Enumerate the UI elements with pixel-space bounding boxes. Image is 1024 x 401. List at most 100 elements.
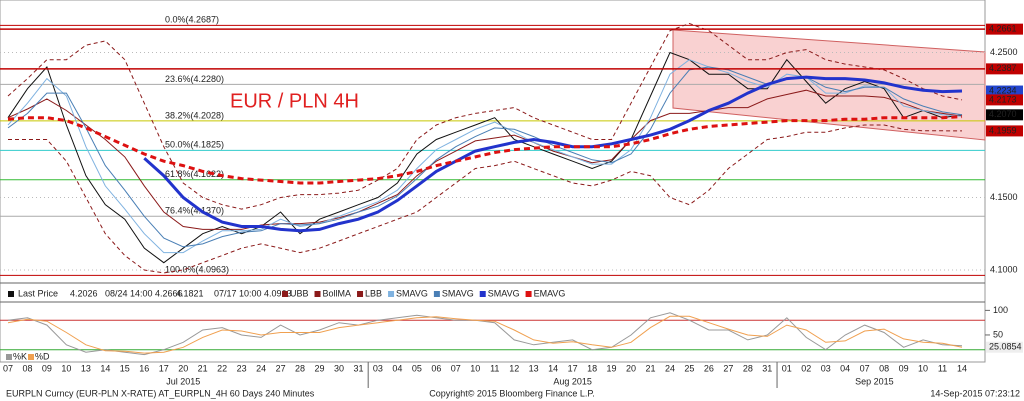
x-tick-label: 16	[139, 363, 149, 373]
x-tick-label: 09	[899, 363, 909, 373]
x-tick-label: 04	[392, 363, 402, 373]
legend-stat: 08/24 14:00 4.2666	[105, 288, 183, 298]
legend-stat: 4.1821	[176, 288, 204, 298]
x-tick-label: 31	[762, 363, 772, 373]
x-tick-label: 10	[470, 363, 480, 373]
price-tag-label: 4.1959	[989, 125, 1017, 135]
x-tick-label: 21	[645, 363, 655, 373]
legend-label: UBB	[290, 288, 309, 298]
x-tick-label: 19	[607, 363, 617, 373]
legend-stat: 07/17 10:00 4.0963	[214, 288, 292, 298]
y-tick-label: 100	[993, 305, 1008, 315]
price-tag	[986, 23, 1023, 35]
legend-swatch	[8, 291, 14, 297]
legend-swatch	[357, 291, 364, 297]
price-tag	[986, 85, 1023, 97]
x-tick-label: 22	[217, 363, 227, 373]
price-tag-label: 4.2387	[989, 63, 1017, 73]
x-tick-label: 10	[918, 363, 928, 373]
legend-stat: 4.2026	[70, 288, 98, 298]
month-label: Sep 2015	[855, 376, 894, 386]
x-tick-label: 14	[957, 363, 967, 373]
price-line	[143, 75, 963, 233]
fib-label: 38.2%(4.2028)	[165, 110, 224, 120]
x-tick-label: 30	[334, 363, 344, 373]
value-tag-label: 25.0854	[989, 342, 1022, 352]
x-tick-label: 11	[490, 363, 499, 373]
legend-label: %K	[13, 351, 27, 361]
legend-swatch	[479, 291, 486, 297]
y-tick-label: 50	[993, 329, 1003, 339]
legend-swatch	[314, 291, 321, 297]
x-tick-label: 08	[879, 363, 889, 373]
x-tick-label: 04	[840, 363, 850, 373]
y-tick-label: 4.2500	[990, 47, 1018, 57]
x-tick-label: 06	[431, 363, 441, 373]
price-tag-label: 4.2173	[989, 94, 1017, 104]
price-tag-label: 4.2070	[989, 109, 1017, 119]
legend-label: LBB	[365, 288, 382, 298]
oscillator-line	[7, 315, 963, 354]
x-tick-label: 27	[276, 363, 286, 373]
x-tick-label: 14	[548, 363, 558, 373]
legend-label: SMAVG	[442, 288, 474, 298]
oscillator-line	[7, 312, 963, 356]
x-tick-label: 23	[237, 363, 247, 373]
x-tick-label: 12	[509, 363, 519, 373]
y-tick-label: 4.1500	[990, 192, 1018, 202]
fib-label: 61.8%(4.1622)	[165, 169, 224, 179]
footer-left: EURPLN Curncy (EUR-PLN X-RATE) AT_EURPLN…	[6, 388, 315, 398]
legend-label: EMAVG	[534, 288, 566, 298]
price-tag	[986, 109, 1023, 121]
legend-swatch	[433, 291, 440, 297]
fib-label: 23.6%(4.2280)	[165, 74, 224, 84]
footer-center: Copyright© 2015 Bloomberg Finance L.P.	[429, 388, 595, 398]
fib-label: 0.0%(4.2687)	[165, 15, 219, 25]
legend-label: BollMA	[323, 288, 352, 298]
value-tag	[986, 341, 1023, 353]
chart-title: EUR / PLN 4H	[230, 90, 359, 112]
legend-swatch	[525, 291, 532, 297]
x-tick-label: 07	[451, 363, 461, 373]
fib-label: 100.0%(4.0963)	[165, 265, 229, 275]
x-tick-label: 28	[743, 363, 753, 373]
legend-swatch	[28, 354, 34, 360]
legend-swatch	[282, 291, 288, 297]
x-tick-label: 13	[81, 363, 91, 373]
x-tick-label: 10	[61, 363, 71, 373]
x-tick-label: 01	[782, 363, 792, 373]
x-tick-label: 21	[198, 363, 208, 373]
x-tick-label: 03	[821, 363, 831, 373]
month-label: Aug 2015	[553, 376, 592, 386]
x-tick-label: 14	[100, 363, 110, 373]
price-line	[7, 89, 963, 230]
price-tag	[986, 125, 1023, 137]
legend-label: %D	[35, 351, 50, 361]
x-tick-label: 28	[295, 363, 305, 373]
price-line	[7, 22, 963, 210]
x-tick-label: 31	[353, 363, 363, 373]
x-tick-label: 11	[938, 363, 947, 373]
x-tick-label: 07	[860, 363, 870, 373]
x-tick-label: 05	[412, 363, 422, 373]
x-tick-label: 18	[587, 363, 597, 373]
fib-label: 76.4%(4.1370)	[165, 206, 224, 216]
x-tick-label: 29	[315, 363, 325, 373]
x-tick-label: 25	[684, 363, 694, 373]
legend-label: SMAVG	[396, 288, 428, 298]
legend-label: Last Price	[18, 288, 58, 298]
x-tick-label: 24	[256, 363, 266, 373]
x-tick-label: 17	[159, 363, 169, 373]
x-tick-label: 20	[178, 363, 188, 373]
x-tick-label: 07	[3, 363, 13, 373]
price-tag	[986, 63, 1023, 75]
fib-label: 50.0%(4.1825)	[165, 140, 224, 150]
price-tag	[986, 94, 1023, 106]
x-tick-label: 27	[723, 363, 733, 373]
x-tick-label: 03	[373, 363, 383, 373]
legend-swatch	[388, 291, 395, 297]
price-line	[7, 115, 963, 185]
price-line	[8, 124, 963, 274]
